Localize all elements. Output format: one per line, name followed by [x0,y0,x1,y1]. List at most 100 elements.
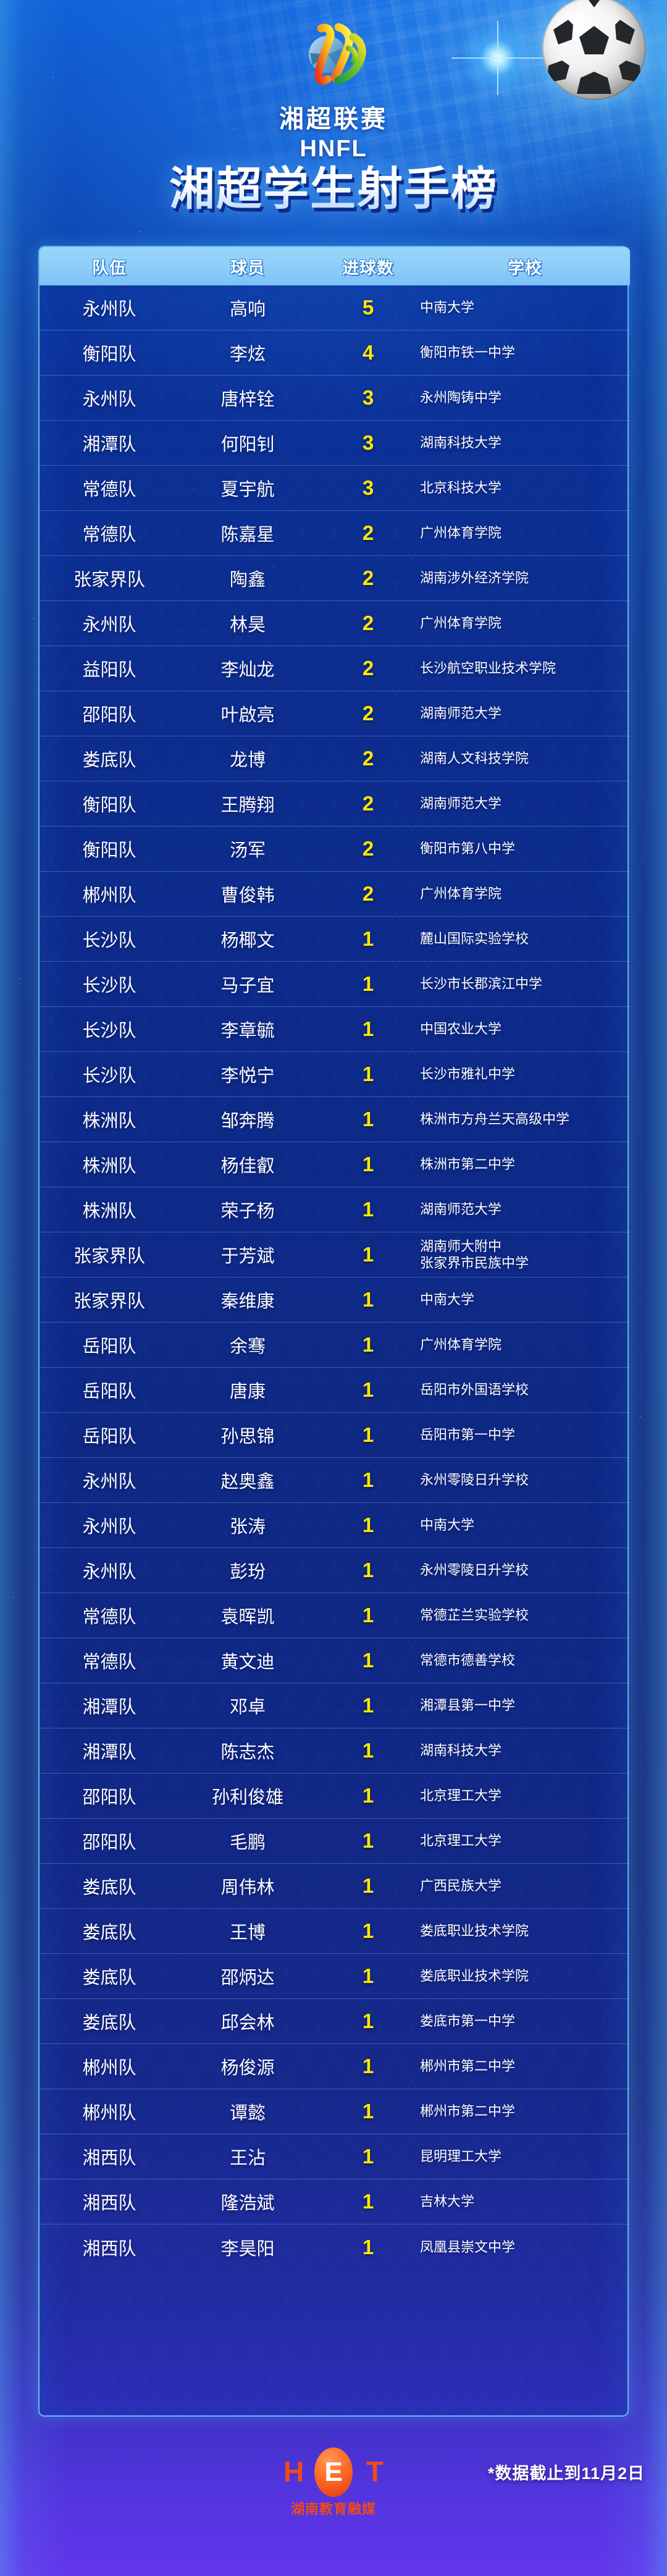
school-line-1: 广州体育学院 [420,886,502,902]
school-line-1: 永州零陵日升学校 [420,1562,529,1578]
school-line-1: 郴州市第二中学 [420,2103,516,2119]
school-line-1: 湖南科技大学 [420,435,502,451]
hex-pattern-overlay [40,247,627,2415]
cell-goals: 1 [362,1784,374,1807]
cell-school: 昆明理工大学 [420,2148,630,2165]
cell-team: 常德队 [82,1652,136,1672]
table-row: 常德队 夏宇航 3 北京科技大学 [40,466,630,511]
school-line-1: 衡阳市铁一中学 [420,345,516,361]
cell-school: 广州体育学院 [420,524,630,542]
cell-goals: 2 [362,882,374,905]
leaderboard-card: 队伍 球员 进球数 学校 永州队 高响 5 中南大学 衡阳队 李炫 4 衡阳市铁一中学 永州队唐… [38,246,630,2417]
cell-team: 张家界队 [73,1247,145,1266]
cell-school: 湖南涉外经济学院 [420,570,630,587]
school-line-1: 麓山国际实验学校 [420,931,529,947]
cell-player: 李炫 [229,345,266,364]
cell-player: 陈嘉星 [220,525,275,545]
cell-player: 李昊阳 [220,2239,275,2259]
cell-player: 林昊 [229,615,266,635]
cell-team: 郴州队 [82,2103,136,2123]
cell-goals: 1 [362,2190,374,2213]
table-row: 邵阳队 孙利俊雄 1 北京理工大学 [40,1774,630,1819]
cell-school: 常德芷兰实验学校 [420,1607,630,1624]
cell-team: 湘潭队 [82,1698,136,1717]
cell-team: 长沙队 [82,931,136,951]
table-row: 湘西队 隆浩斌 1 吉林大学 [40,2179,630,2225]
table-row: 永州队 高响 5 中南大学 [40,285,630,330]
cell-school: 株洲市方舟兰天高级中学 [420,1111,630,1128]
cell-player: 高响 [229,300,266,319]
school-line-1: 长沙航空职业技术学院 [420,660,556,676]
school-line-1: 永州陶铸中学 [420,390,502,406]
table-row: 张家界队 秦维康 1 中南大学 [40,1277,630,1323]
cell-team: 永州队 [82,1562,136,1582]
school-line-1: 长沙市长郡滨江中学 [420,976,543,992]
school-line-1: 中南大学 [420,1292,475,1308]
cell-goals: 1 [362,1063,374,1085]
cell-school: 湖南师大附中 张家界市民族中学 [420,1238,630,1272]
cell-team: 岳阳队 [82,1427,136,1447]
table-row: 湘西队 王沾 1 昆明理工大学 [40,2134,630,2179]
table-header-row: 队伍 球员 进球数 学校 [40,247,630,285]
cell-team: 湘西队 [82,2239,136,2259]
table-row: 衡阳队 李炫 4 衡阳市铁一中学 [40,330,630,376]
cell-player: 赵奥鑫 [220,1472,275,1492]
cell-goals: 1 [362,1198,374,1221]
cell-school: 广州体育学院 [420,1336,630,1353]
school-line-1: 株洲市第二中学 [420,1156,516,1172]
cell-school: 中国农业大学 [420,1021,630,1038]
cell-school: 岳阳市外国语学校 [420,1381,630,1399]
cell-school: 常德市德善学校 [420,1652,630,1669]
cell-team: 张家界队 [73,570,145,590]
cell-goals: 1 [362,2235,374,2258]
cell-school: 中南大学 [420,1517,630,1534]
cell-goals: 1 [362,1378,374,1401]
cell-school: 湖南人文科技学院 [420,750,630,767]
het-oval-shape [314,2448,353,2497]
table-row: 娄底队 周伟林 1 广西民族大学 [40,1864,630,1909]
cell-school: 广州体育学院 [420,885,630,903]
cell-school: 长沙航空职业技术学院 [420,660,630,677]
cell-goals: 1 [362,1017,374,1040]
cell-goals: 3 [362,431,374,454]
school-line-1: 湖南师大附中 [420,1238,502,1254]
cell-player: 孙思锦 [220,1427,275,1447]
cell-goals: 2 [362,521,374,544]
school-line-1: 湖南师范大学 [420,705,502,722]
cell-goals: 1 [362,972,374,995]
school-line-1: 中南大学 [420,1517,475,1533]
table-row: 常德队 陈嘉星 2 广州体育学院 [40,511,630,556]
school-line-1: 常德芷兰实验学校 [420,1607,529,1623]
table-row: 衡阳队 汤军 2 衡阳市第八中学 [40,827,630,872]
cell-school: 株洲市第二中学 [420,1156,630,1173]
cell-player: 袁晖凯 [220,1607,275,1627]
league-logo: 湘超联赛 HNFL [0,21,667,162]
het-letter-t: T [366,2456,384,2488]
table-row: 邵阳队 毛鹏 1 北京理工大学 [40,1819,630,1864]
cell-player: 邹奔腾 [220,1111,275,1131]
school-line-1: 岳阳市第一中学 [420,1427,516,1443]
table-row: 永州队 赵奥鑫 1 永州零陵日升学校 [40,1458,630,1503]
cell-goals: 2 [362,566,374,589]
cell-team: 永州队 [82,1517,136,1537]
cell-team: 岳阳队 [82,1337,136,1357]
table-row: 长沙队 杨椰文 1 麓山国际实验学校 [40,917,630,962]
cell-school: 永州陶铸中学 [420,389,630,406]
school-line-1: 北京科技大学 [420,480,502,496]
cell-team: 株洲队 [82,1202,136,1221]
page-header: 湘超联赛 HNFL 湘超学生射手榜 [0,0,667,247]
soccer-ball-icon [542,0,646,100]
cell-player: 黄文迪 [220,1652,275,1672]
cell-player: 叶啟亮 [220,705,275,725]
cell-player: 邵炳达 [220,1968,275,1988]
cell-team: 岳阳队 [82,1382,136,1402]
cell-player: 王博 [229,1923,266,1943]
cell-goals: 1 [362,1153,374,1176]
school-line-1: 岳阳市外国语学校 [420,1382,529,1398]
school-line-1: 郴州市第二中学 [420,2058,516,2074]
cell-school: 吉林大学 [420,2193,630,2210]
cell-player: 张涛 [229,1517,266,1537]
table-row: 永州队 彭玢 1 永州零陵日升学校 [40,1548,630,1593]
table-row: 郴州队 杨俊源 1 郴州市第二中学 [40,2044,630,2089]
cell-goals: 1 [362,2100,374,2123]
